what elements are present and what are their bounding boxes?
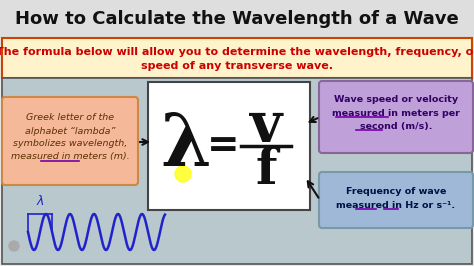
FancyBboxPatch shape: [0, 0, 474, 38]
Text: Frequency of wave: Frequency of wave: [346, 186, 446, 196]
Circle shape: [9, 241, 19, 251]
Text: How to Calculate the Wavelength of a Wave: How to Calculate the Wavelength of a Wav…: [15, 10, 459, 28]
Text: measured in Hz or s⁻¹.: measured in Hz or s⁻¹.: [337, 201, 456, 210]
FancyBboxPatch shape: [2, 97, 138, 185]
Text: Wave speed or velocity: Wave speed or velocity: [334, 95, 458, 105]
FancyBboxPatch shape: [319, 81, 473, 153]
Text: v: v: [250, 98, 282, 153]
Text: alphabet “lambda”: alphabet “lambda”: [25, 127, 115, 135]
Text: speed of any transverse wave.: speed of any transverse wave.: [141, 61, 333, 71]
Text: measured in meters (m).: measured in meters (m).: [10, 152, 129, 161]
Text: f: f: [255, 146, 277, 194]
FancyBboxPatch shape: [2, 38, 472, 78]
Text: $\lambda$: $\lambda$: [36, 194, 45, 208]
FancyBboxPatch shape: [319, 172, 473, 228]
Text: second (m/s).: second (m/s).: [360, 122, 432, 131]
Text: λ: λ: [161, 110, 211, 181]
Text: =: =: [207, 127, 239, 165]
Text: symbolizes wavelength,: symbolizes wavelength,: [13, 139, 127, 148]
FancyBboxPatch shape: [2, 78, 472, 264]
Text: Greek letter of the: Greek letter of the: [26, 114, 114, 123]
Circle shape: [175, 166, 191, 182]
Text: The formula below will allow you to determine the wavelength, frequency, or: The formula below will allow you to dete…: [0, 47, 474, 57]
FancyBboxPatch shape: [148, 82, 310, 210]
Text: measured in meters per: measured in meters per: [332, 109, 460, 118]
